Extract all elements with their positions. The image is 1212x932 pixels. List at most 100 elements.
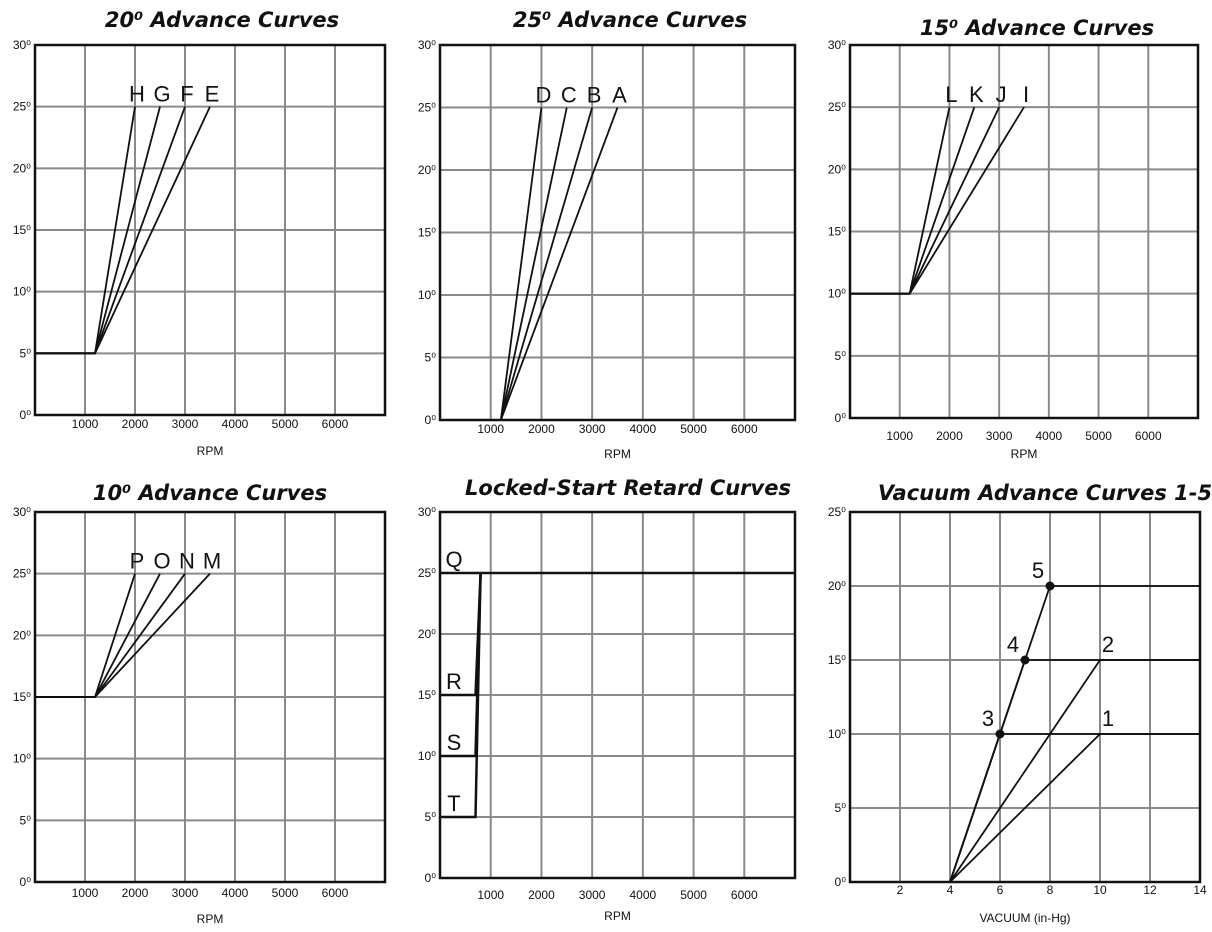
x-tick-label: 3000 [579, 422, 606, 436]
plot-frame [848, 510, 1202, 884]
y-tick-label: 10⁰ [418, 749, 436, 763]
x-tick-label: 6000 [731, 888, 758, 902]
x-tick-label: 6000 [322, 886, 349, 900]
y-tick-label: 30⁰ [828, 38, 846, 52]
x-tick-label: 4000 [630, 888, 657, 902]
y-tick-label: 20⁰ [13, 628, 31, 642]
chart-title: Locked-Start Retard Curves [465, 476, 791, 500]
series-label-T: T [447, 791, 460, 816]
y-tick-label: 10⁰ [828, 287, 846, 301]
x-axis-label: VACUUM (in-Hg) [979, 911, 1070, 925]
y-tick-label: 0⁰ [425, 871, 437, 885]
series-line-T [440, 572, 482, 819]
x-tick-label: 5000 [680, 422, 707, 436]
chart-adv10: 10⁰ Advance Curves 0⁰ 5⁰ 10⁰ 15⁰ 20⁰ 25⁰ 30⁰ 100… [13, 481, 387, 926]
x-tick-label: 1000 [72, 886, 99, 900]
y-tick-label: 20⁰ [13, 161, 31, 175]
series-label-C: C [561, 83, 577, 108]
series-label-P: P [130, 549, 145, 574]
y-tick-label: 15⁰ [13, 223, 31, 237]
x-tick-label: 3000 [172, 886, 199, 900]
y-tick-label: 5⁰ [425, 351, 437, 365]
x-tick-label: 3000 [579, 888, 606, 902]
x-tick-label: 4 [947, 883, 954, 897]
y-tick-label: 5⁰ [20, 346, 32, 360]
series-line-K [850, 106, 976, 295]
y-tick-label: 10⁰ [418, 288, 436, 302]
y-tick-label: 5⁰ [20, 813, 32, 827]
x-tick-label: 6000 [731, 422, 758, 436]
y-tick-label: 10⁰ [828, 727, 846, 741]
series-label-E: E [205, 82, 220, 107]
chart-title: 10⁰ Advance Curves [93, 481, 327, 505]
series-line-B [499, 107, 594, 421]
chart-adv15: 15⁰ Advance Curves 0⁰ 5⁰ 10⁰ 15⁰ 20⁰ 25⁰ 30⁰ 100… [828, 16, 1200, 461]
x-tick-label: 5000 [1085, 429, 1112, 443]
x-axis-label: RPM [197, 912, 224, 926]
series-label-B: B [587, 83, 602, 108]
y-tick-label: 25⁰ [13, 567, 31, 581]
plot-frame [438, 43, 797, 422]
series-label-3: 3 [982, 706, 994, 731]
plot-frame [33, 43, 387, 417]
y-tick-label: 25⁰ [13, 100, 31, 114]
y-tick-label: 20⁰ [828, 579, 846, 593]
y-tick-label: 0⁰ [20, 408, 32, 422]
y-tick-label: 5⁰ [425, 810, 437, 824]
y-tick-label: 15⁰ [418, 226, 436, 240]
series-label-N: N [179, 549, 195, 574]
knee-point-4 [1020, 655, 1030, 665]
y-tick-label: 25⁰ [828, 100, 846, 114]
x-tick-label: 2000 [936, 429, 963, 443]
x-tick-label: 4000 [630, 422, 657, 436]
knee-point-5 [1045, 581, 1055, 591]
series-label-J: J [996, 82, 1007, 107]
y-tick-label: 30⁰ [418, 38, 436, 52]
y-tick-label: 15⁰ [828, 225, 846, 239]
series-label-2: 2 [1102, 632, 1114, 657]
x-tick-label: 2000 [528, 888, 555, 902]
series-label-S: S [447, 730, 462, 755]
series-line-M [35, 573, 211, 698]
x-tick-label: 5000 [272, 417, 299, 431]
series-label-G: G [153, 82, 170, 107]
x-tick-label: 1000 [886, 429, 913, 443]
x-tick-label: 3000 [172, 417, 199, 431]
series-line-I [850, 106, 1025, 295]
x-tick-label: 10 [1093, 883, 1107, 897]
x-tick-label: 2 [897, 883, 904, 897]
x-axis-label: RPM [604, 909, 631, 923]
chart-title: 20⁰ Advance Curves [105, 8, 339, 32]
series-label-F: F [180, 82, 193, 107]
x-tick-label: 1000 [477, 888, 504, 902]
chart-title: Vacuum Advance Curves 1-5 [878, 481, 1212, 505]
chart-vacuum: Vacuum Advance Curves 1-50⁰5⁰10⁰15⁰20⁰25… [828, 481, 1212, 925]
y-tick-label: 30⁰ [13, 38, 31, 52]
x-tick-label: 2000 [528, 422, 555, 436]
series-label-H: H [129, 82, 145, 107]
x-tick-label: 4000 [222, 886, 249, 900]
x-tick-label: 2000 [122, 886, 149, 900]
y-tick-label: 30⁰ [13, 505, 31, 519]
series-label-4: 4 [1007, 632, 1019, 657]
chart-adv20: 20⁰ Advance Curves 0⁰ 5⁰ 10⁰ 15⁰ 20⁰ 25⁰ 30⁰ 100… [13, 8, 387, 458]
series-line-J [850, 106, 1000, 295]
y-tick-label: 20⁰ [418, 163, 436, 177]
x-tick-label: 3000 [986, 429, 1013, 443]
series-label-A: A [612, 83, 627, 108]
x-tick-label: 4000 [1036, 429, 1063, 443]
series-label-O: O [153, 549, 170, 574]
series-label-I: I [1023, 82, 1029, 107]
y-tick-label: 10⁰ [13, 285, 31, 299]
x-tick-label: 6000 [1135, 429, 1162, 443]
y-tick-label: 0⁰ [835, 875, 847, 889]
series-label-D: D [535, 83, 551, 108]
series-label-R: R [446, 669, 462, 694]
y-tick-label: 25⁰ [418, 566, 436, 580]
chart-adv25: 25⁰ Advance Curves 0⁰ 5⁰ 10⁰ 15⁰ 20⁰ 25⁰ 30⁰ 100… [418, 8, 797, 461]
knee-point-3 [995, 729, 1005, 739]
x-tick-label: 6000 [322, 417, 349, 431]
chart-title: 25⁰ Advance Curves [513, 8, 747, 32]
plot-frame [848, 43, 1200, 420]
